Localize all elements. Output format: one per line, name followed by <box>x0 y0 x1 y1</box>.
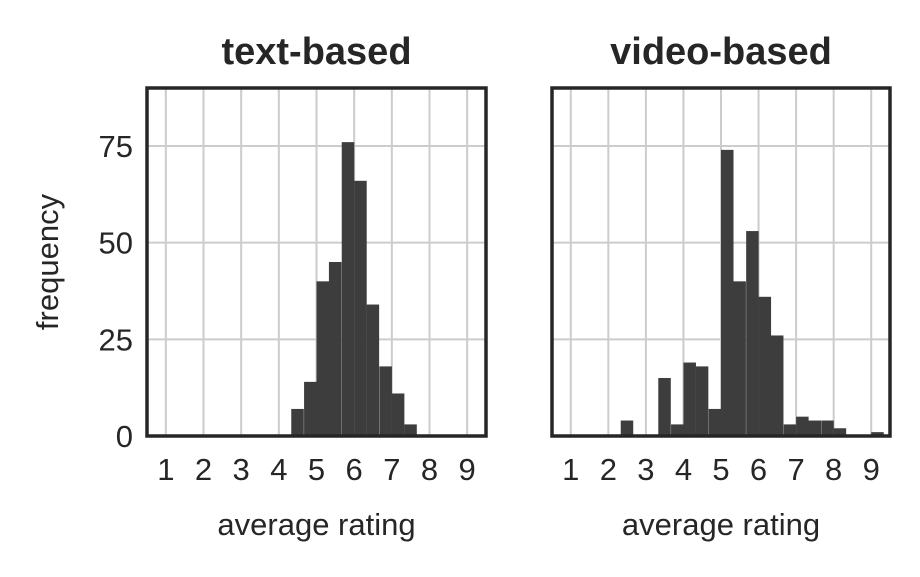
histogram-bar <box>721 149 734 436</box>
x-tick-label: 5 <box>712 452 729 487</box>
x-axis-label: average rating <box>622 507 820 542</box>
histogram-bar <box>366 304 380 436</box>
histogram-bar <box>770 335 784 436</box>
x-tick-label: 9 <box>459 452 476 487</box>
x-tick-label: 2 <box>195 452 212 487</box>
x-tick-label: 3 <box>233 452 250 487</box>
x-tick-label: 1 <box>562 452 579 487</box>
y-tick-label: 50 <box>99 226 133 261</box>
x-tick-label: 7 <box>383 452 400 487</box>
y-tick-label: 25 <box>99 322 133 357</box>
histogram-bar <box>683 362 696 436</box>
panel-title: text-based <box>221 31 411 73</box>
histogram-bar <box>808 420 822 436</box>
histogram-bar <box>783 424 797 436</box>
axes-frame <box>550 86 892 438</box>
x-axis-label: average rating <box>217 507 415 542</box>
x-tick-label: 2 <box>600 452 617 487</box>
panel-text-based: 1 2 3 4 5 6 7 8 9 0 25 50 75 text-based average rating… <box>30 31 488 542</box>
histogram-bar <box>796 416 809 436</box>
histogram-bar <box>708 408 722 436</box>
histogram-bar <box>328 262 342 436</box>
panel-title: video-based <box>610 31 832 73</box>
histogram-bar <box>821 420 834 436</box>
panel-video-based: 1 2 3 4 5 6 7 8 9 video-based average rating <box>550 31 892 542</box>
histogram-bar <box>620 420 634 436</box>
histogram-bar <box>304 381 317 436</box>
x-tick-label: 6 <box>346 452 363 487</box>
axes-frame <box>145 86 488 438</box>
histogram-bar <box>833 428 847 436</box>
x-tick-label: 3 <box>637 452 654 487</box>
x-tick-label: 1 <box>157 452 174 487</box>
histogram-bar <box>354 180 367 436</box>
histogram-bar <box>379 366 392 436</box>
x-tick-label: 8 <box>421 452 438 487</box>
x-tick-label: 8 <box>825 452 842 487</box>
histogram-bar <box>733 281 746 436</box>
histogram-bar <box>746 231 759 436</box>
y-axis-label: frequency <box>30 193 65 330</box>
histogram-bar <box>871 432 884 436</box>
histogram-bar <box>404 424 417 436</box>
histogram-bar <box>291 408 304 436</box>
y-tick-label: 0 <box>116 419 133 454</box>
histogram-bar <box>658 378 671 436</box>
y-tick-label: 75 <box>99 129 133 164</box>
x-tick-label: 6 <box>750 452 767 487</box>
x-tick-label: 7 <box>787 452 804 487</box>
histogram-bar <box>341 142 355 436</box>
x-tick-label: 4 <box>675 452 692 487</box>
x-tick-label: 4 <box>270 452 287 487</box>
histogram-bar <box>758 296 772 436</box>
histogram-bar <box>695 366 709 436</box>
histogram-bar <box>671 424 684 436</box>
histogram-bar <box>316 281 330 436</box>
x-tick-label: 9 <box>863 452 880 487</box>
x-tick-label: 5 <box>308 452 325 487</box>
histogram-bar <box>391 393 405 436</box>
